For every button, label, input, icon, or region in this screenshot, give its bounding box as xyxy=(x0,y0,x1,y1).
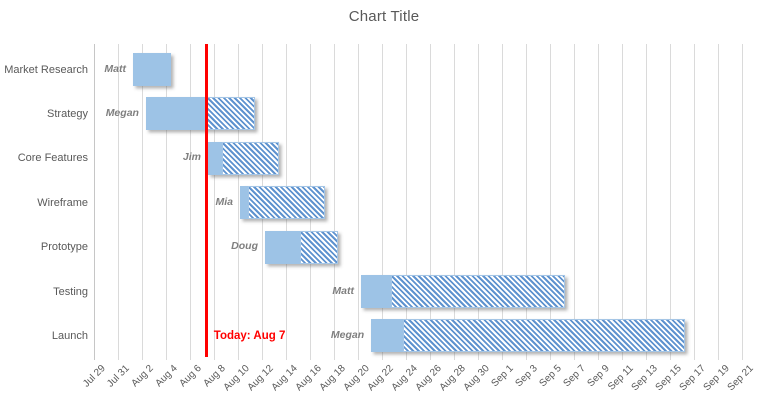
assignee-label: Jim xyxy=(182,151,201,164)
assignee-label: Matt xyxy=(332,284,354,297)
gridline xyxy=(694,44,695,360)
gridline xyxy=(190,44,191,360)
today-marker-line xyxy=(205,44,209,357)
gridline xyxy=(334,44,335,360)
gantt-bar-complete xyxy=(208,141,223,175)
gantt-bar-complete xyxy=(145,97,207,131)
gantt-bar xyxy=(265,230,338,264)
assignee-label: Megan xyxy=(330,328,365,341)
gantt-bar-remaining xyxy=(391,275,565,308)
gantt-bar xyxy=(145,97,255,131)
gridline xyxy=(238,44,239,360)
gridline xyxy=(646,44,647,360)
task-row-label: Strategy xyxy=(47,107,88,120)
gridline xyxy=(358,44,359,360)
task-row-label: Market Research xyxy=(4,63,88,76)
gridline xyxy=(598,44,599,360)
gridline xyxy=(478,44,479,360)
assignee-label: Mia xyxy=(215,195,234,208)
gridline xyxy=(214,44,215,360)
gridline xyxy=(718,44,719,360)
gridline xyxy=(742,44,743,360)
gantt-bar-remaining xyxy=(300,230,338,264)
gantt-bar xyxy=(208,141,280,175)
gridline xyxy=(430,44,431,360)
gridline xyxy=(382,44,383,360)
gantt-bar-remaining xyxy=(222,141,280,175)
gantt-bar-remaining xyxy=(247,186,325,220)
gridline xyxy=(622,44,623,360)
gantt-bar-remaining xyxy=(206,97,255,131)
gantt-bar-complete xyxy=(265,230,301,264)
task-row-label: Launch xyxy=(51,329,88,342)
chart-title: Chart Title xyxy=(348,8,420,25)
task-row-label: Testing xyxy=(53,285,88,298)
gantt-bar-complete xyxy=(361,275,392,308)
gridline xyxy=(502,44,503,360)
today-label: Today: Aug 7 xyxy=(213,330,286,342)
gridline xyxy=(454,44,455,360)
assignee-label: Megan xyxy=(105,106,139,119)
gridline xyxy=(670,44,671,360)
gantt-bar xyxy=(361,275,565,308)
gridline xyxy=(526,44,527,360)
gantt-bar xyxy=(240,186,325,220)
gridline xyxy=(118,44,119,360)
gantt-bar-complete xyxy=(133,53,172,86)
gantt-bar xyxy=(371,319,685,353)
task-row-label: Wireframe xyxy=(37,196,88,209)
gridline xyxy=(142,44,143,360)
gantt-bar-remaining xyxy=(402,319,685,353)
gridline xyxy=(550,44,551,360)
gridline xyxy=(94,44,95,360)
assignee-label: Doug xyxy=(231,240,258,253)
assignee-label: Matt xyxy=(104,62,126,75)
task-row-label: Prototype xyxy=(40,241,88,254)
gridline xyxy=(166,44,167,360)
gantt-bar-complete xyxy=(240,186,248,220)
gantt-bar-complete xyxy=(371,319,403,353)
gridline xyxy=(406,44,407,360)
task-row-label: Core Features xyxy=(17,152,88,165)
gantt-bar xyxy=(133,53,172,86)
gridline xyxy=(574,44,575,360)
